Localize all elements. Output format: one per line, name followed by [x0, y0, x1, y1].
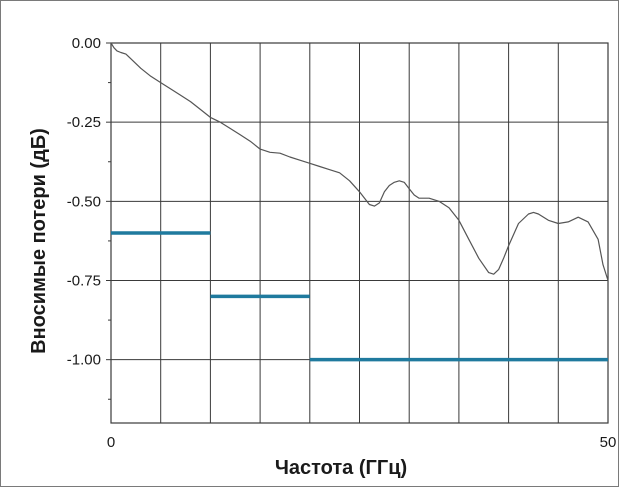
x-axis-label: Частота (ГГц) [275, 457, 407, 479]
y-tick-label: -0.25 [67, 114, 101, 131]
y-axis-label: Вносимые потери (дБ) [28, 128, 50, 354]
tick-labels: 0 50 0.00 -0.25 -0.50 -0.75 -1.00 [67, 35, 617, 451]
y-tick-label: 0.00 [72, 35, 101, 52]
x-tick-label: 0 [107, 434, 115, 451]
plot-area [110, 42, 609, 362]
measured-loss-line [110, 42, 609, 281]
y-tick-label: -0.75 [67, 273, 101, 290]
y-tick-label: -1.00 [67, 352, 101, 369]
x-tick-label: 50 [600, 434, 617, 451]
y-tick-label: -0.50 [67, 193, 101, 210]
